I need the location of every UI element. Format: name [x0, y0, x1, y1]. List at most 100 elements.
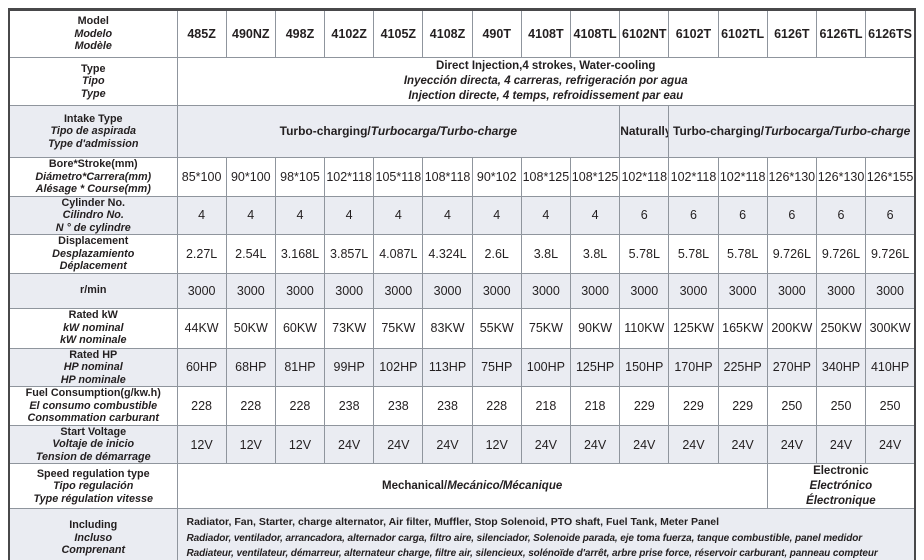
value-cell: 44KW — [176, 307, 227, 349]
speed-regulation-span-cell: Electronic Electrónico Électronique — [766, 463, 916, 510]
value-cell: 90*102 — [471, 157, 522, 197]
model-column-header: 490T — [471, 9, 522, 58]
table-row-speed-regulation: Speed regulation type Tipo regulación Type… — [8, 463, 916, 510]
value-cell: 100HP — [520, 347, 572, 388]
model-column-header: 6126TS — [865, 9, 916, 58]
value-cell: 102*118 — [324, 157, 375, 197]
text-line: HP nominal — [63, 361, 123, 374]
table-row-type: Type Tipo Type Direct Injection,4 strokes, … — [8, 57, 916, 106]
value-cell: 108*125 — [520, 157, 572, 197]
value-cell: 81HP — [274, 347, 326, 388]
value-cell: 102HP — [373, 347, 424, 388]
value-cell: 2.54L — [225, 234, 276, 274]
value-cell: 3000 — [373, 272, 424, 309]
value-cell: 12V — [274, 424, 326, 465]
table-row-rpm: r/min 3000 3000 3000 3000 3000 3000 3000 3000 300… — [8, 272, 916, 309]
text-line: Incluso — [74, 531, 113, 544]
text-line: Mechanical/Mecánico/Mécanique — [382, 480, 563, 492]
value-cell: 9.726L — [815, 234, 867, 274]
model-column-header: 490NZ — [225, 9, 276, 58]
value-cell: 126*155 — [865, 157, 916, 197]
value-cell: 24V — [717, 424, 768, 465]
row-label-cylinder-no: Cylinder No. Cilindro No. N ° de cylindre — [8, 195, 178, 236]
value-cell: 75KW — [520, 307, 572, 349]
text-line: kW nominal — [62, 321, 124, 334]
value-cell: 410HP — [865, 347, 916, 388]
value-cell: 55KW — [471, 307, 522, 349]
text-line: Voltaje de inicio — [52, 438, 135, 451]
model-column-header: 6102TL — [717, 9, 768, 58]
value-cell: 3000 — [422, 272, 473, 309]
text-line: Rated HP — [69, 348, 118, 361]
text-line: Including — [69, 519, 118, 532]
text-line: Radiador, ventilador, arrancadora, alter… — [186, 532, 863, 544]
value-cell: 270HP — [766, 347, 817, 388]
value-cell: 24V — [766, 424, 817, 465]
value-cell: 3.857L — [324, 234, 375, 274]
value-cell: 4 — [373, 195, 424, 236]
value-cell: 90KW — [569, 307, 621, 349]
value-cell: 228 — [225, 386, 276, 426]
text-line: Electrónico — [809, 480, 873, 492]
value-cell: 218 — [520, 386, 572, 426]
value-cell: 4.324L — [422, 234, 473, 274]
row-label-including: Including Incluso Comprenant — [8, 508, 178, 560]
table-row-intake: Intake Type Tipo de aspirada Type d'admiss… — [8, 105, 916, 158]
value-cell: 200KW — [766, 307, 817, 349]
value-cell: 99HP — [324, 347, 375, 388]
value-cell: 218 — [569, 386, 621, 426]
table-row-displacement: Displacement Desplazamiento Déplacement 2.2… — [8, 234, 916, 274]
value-cell: 250KW — [815, 307, 867, 349]
value-cell: 3000 — [766, 272, 817, 309]
value-cell: 24V — [373, 424, 424, 465]
text-line: Naturally — [620, 123, 669, 138]
value-cell: 24V — [569, 424, 621, 465]
value-cell: 102*118 — [668, 157, 719, 197]
text-line: N ° de cylindre — [55, 221, 131, 234]
value-cell: 125KW — [668, 307, 719, 349]
text-line: Consommation carburant — [27, 412, 159, 425]
text-line: Diámetro*Carrera(mm) — [35, 170, 152, 183]
value-cell: 3000 — [520, 272, 572, 309]
value-cell: 228 — [471, 386, 522, 426]
value-cell: 165KW — [717, 307, 768, 349]
row-label-model: Model Modelo Modèle — [8, 9, 178, 58]
value-cell: 12V — [471, 424, 522, 465]
spec-table-body: Model Modelo Modèle 485Z 490NZ 498Z 4102Z 4105Z… — [8, 9, 916, 560]
text-line: Modèle — [74, 40, 112, 53]
value-cell: 250 — [865, 386, 916, 426]
value-cell: 250 — [815, 386, 867, 426]
value-cell: 24V — [668, 424, 719, 465]
table-row-bore-stroke: Bore*Stroke(mm) Diámetro*Carrera(mm) Alésa… — [8, 157, 916, 197]
row-label-type: Type Tipo Type — [8, 57, 178, 106]
value-cell: 4 — [324, 195, 375, 236]
text-line: Radiator, Fan, Starter, charge alternato… — [186, 516, 720, 529]
value-cell: 3000 — [569, 272, 621, 309]
text-line: Rated kW — [68, 309, 118, 322]
text-line: Turbo-charging/Turbocarga/Turbo-charge — [279, 123, 518, 138]
row-label-bore-stroke: Bore*Stroke(mm) Diámetro*Carrera(mm) Alésa… — [8, 157, 178, 197]
value-cell: 228 — [176, 386, 227, 426]
value-cell: 3.8L — [520, 234, 572, 274]
value-cell: 108*118 — [422, 157, 473, 197]
text-line: HP nominale — [60, 373, 126, 386]
text-line: r/min — [80, 284, 107, 297]
value-cell: 3000 — [619, 272, 670, 309]
value-cell: 24V — [815, 424, 867, 465]
value-cell: 2.27L — [176, 234, 227, 274]
value-cell: 340HP — [815, 347, 867, 388]
value-cell: 250 — [766, 386, 817, 426]
text-line: Tension de démarrage — [35, 450, 151, 463]
intake-span-cell: Turbo-charging/Turbocarga/Turbo-charge — [668, 105, 916, 158]
text-line: Cylinder No. — [61, 196, 126, 209]
value-cell: 126*130 — [766, 157, 817, 197]
value-cell: 225HP — [717, 347, 768, 388]
value-cell: 108*125 — [569, 157, 621, 197]
value-cell: 9.726L — [865, 234, 916, 274]
value-cell: 75HP — [471, 347, 522, 388]
value-cell: 4 — [471, 195, 522, 236]
text-line: Electronic — [813, 465, 869, 478]
text-line: Start Voltage — [60, 425, 127, 438]
text-line: Injection directe, 4 temps, refroidissem… — [408, 89, 684, 102]
